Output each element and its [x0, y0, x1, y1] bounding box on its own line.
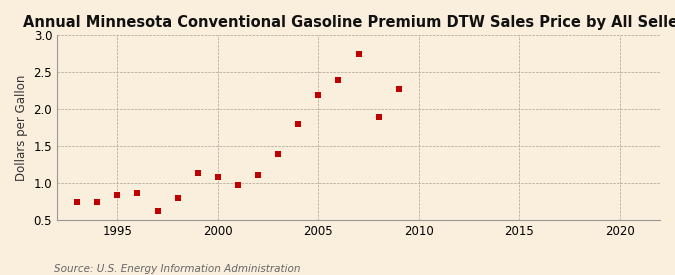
Text: Source: U.S. Energy Information Administration: Source: U.S. Energy Information Administ…	[54, 264, 300, 274]
Y-axis label: Dollars per Gallon: Dollars per Gallon	[15, 75, 28, 181]
Point	[333, 78, 344, 82]
Point	[72, 199, 82, 204]
Point	[112, 193, 123, 197]
Point	[394, 87, 404, 92]
Point	[132, 191, 143, 195]
Point	[232, 183, 243, 188]
Point	[313, 93, 324, 97]
Point	[353, 52, 364, 56]
Point	[92, 199, 103, 204]
Point	[172, 196, 183, 200]
Point	[373, 114, 384, 119]
Title: Annual Minnesota Conventional Gasoline Premium DTW Sales Price by All Sellers: Annual Minnesota Conventional Gasoline P…	[23, 15, 675, 30]
Point	[252, 173, 263, 177]
Point	[273, 152, 284, 156]
Point	[152, 208, 163, 213]
Point	[293, 122, 304, 126]
Point	[213, 174, 223, 179]
Point	[192, 170, 203, 175]
